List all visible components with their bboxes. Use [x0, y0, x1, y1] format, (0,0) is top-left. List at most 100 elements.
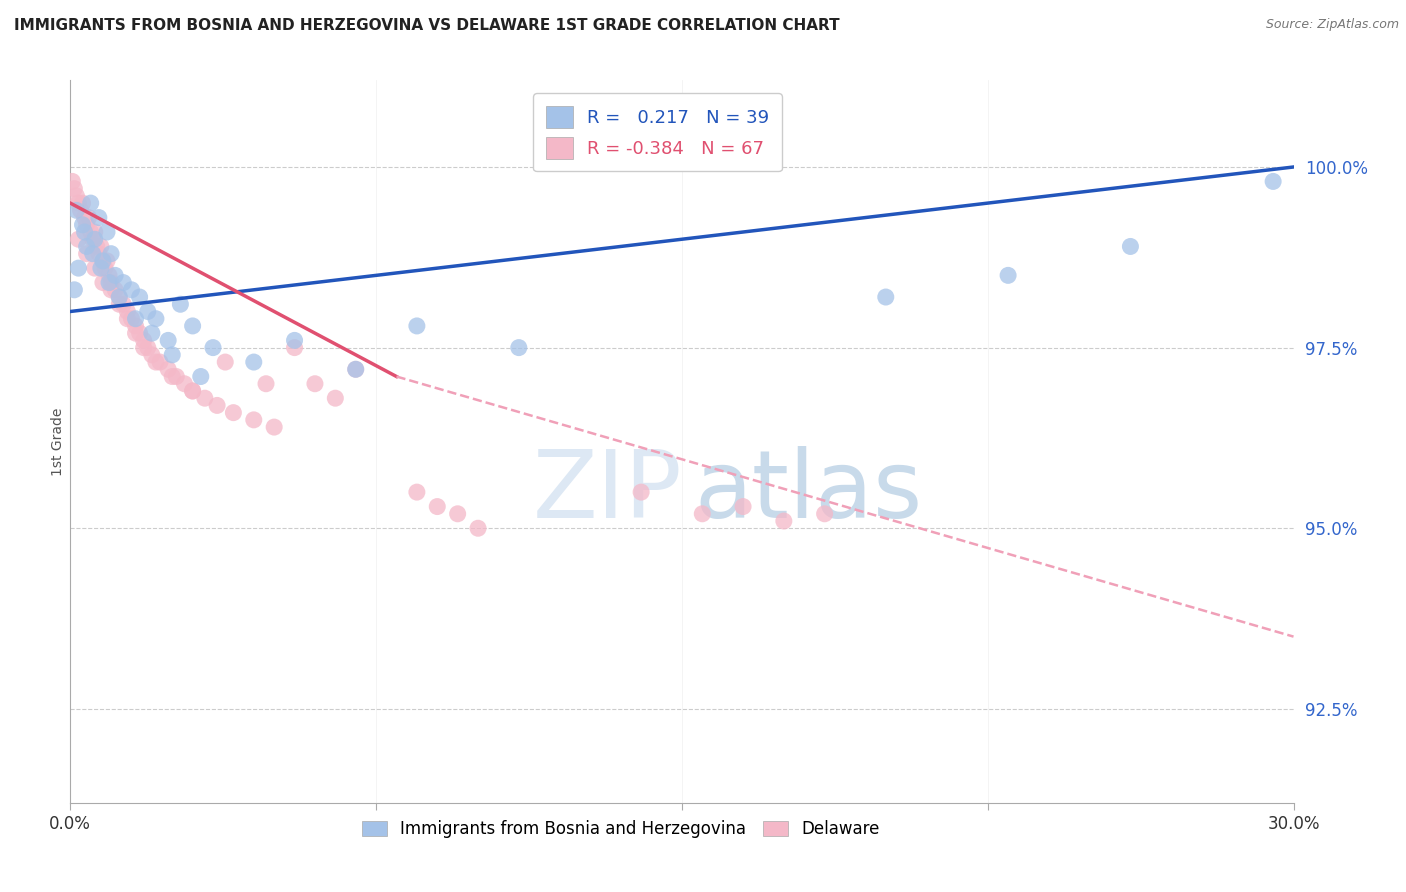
- Point: [447, 507, 470, 521]
- Point: [76, 246, 98, 260]
- Point: [91, 254, 114, 268]
- Point: [254, 376, 277, 391]
- Point: [104, 283, 127, 297]
- Point: [108, 297, 131, 311]
- Point: [467, 521, 489, 535]
- Point: [83, 232, 105, 246]
- Point: [1263, 174, 1285, 188]
- Point: [91, 254, 114, 268]
- Point: [96, 225, 118, 239]
- Text: atlas: atlas: [695, 446, 922, 538]
- Point: [243, 355, 266, 369]
- Point: [132, 334, 155, 348]
- Point: [87, 246, 110, 260]
- Point: [104, 268, 127, 283]
- Point: [73, 211, 96, 225]
- Point: [773, 514, 796, 528]
- Point: [141, 326, 163, 341]
- Point: [406, 485, 429, 500]
- Point: [162, 369, 183, 384]
- Point: [73, 225, 96, 239]
- Point: [121, 283, 143, 297]
- Point: [157, 362, 180, 376]
- Point: [136, 341, 159, 355]
- Point: [128, 326, 150, 341]
- Point: [83, 225, 105, 239]
- Point: [169, 297, 191, 311]
- Point: [1119, 239, 1142, 253]
- Point: [344, 362, 367, 376]
- Point: [406, 318, 429, 333]
- Point: [96, 254, 118, 268]
- Point: [190, 369, 212, 384]
- Point: [124, 311, 146, 326]
- Point: [112, 297, 135, 311]
- Point: [323, 391, 347, 405]
- Point: [100, 276, 122, 290]
- Point: [86, 239, 108, 253]
- Point: [813, 507, 835, 521]
- Y-axis label: 1st Grade: 1st Grade: [51, 408, 65, 475]
- Point: [205, 399, 228, 413]
- Point: [112, 276, 135, 290]
- Text: ZIP: ZIP: [533, 446, 682, 538]
- Point: [63, 182, 86, 196]
- Point: [304, 376, 326, 391]
- Point: [63, 283, 86, 297]
- Point: [344, 362, 367, 376]
- Point: [162, 348, 183, 362]
- Point: [90, 261, 112, 276]
- Point: [173, 376, 195, 391]
- Point: [875, 290, 897, 304]
- Point: [145, 311, 167, 326]
- Point: [98, 276, 121, 290]
- Point: [82, 246, 104, 260]
- Point: [87, 211, 110, 225]
- Point: [82, 232, 104, 246]
- Point: [214, 355, 236, 369]
- Point: [108, 290, 131, 304]
- Point: [79, 225, 103, 239]
- Point: [60, 174, 83, 188]
- Point: [72, 196, 94, 211]
- Point: [181, 318, 204, 333]
- Point: [243, 413, 266, 427]
- Point: [508, 341, 530, 355]
- Point: [426, 500, 449, 514]
- Point: [100, 283, 122, 297]
- Point: [194, 391, 217, 405]
- Point: [165, 369, 187, 384]
- Point: [731, 500, 754, 514]
- Point: [69, 203, 91, 218]
- Point: [692, 507, 714, 521]
- Point: [76, 239, 98, 253]
- Point: [284, 341, 307, 355]
- Point: [67, 261, 90, 276]
- Text: IMMIGRANTS FROM BOSNIA AND HERZEGOVINA VS DELAWARE 1ST GRADE CORRELATION CHART: IMMIGRANTS FROM BOSNIA AND HERZEGOVINA V…: [14, 18, 839, 33]
- Point: [67, 232, 90, 246]
- Point: [284, 334, 307, 348]
- Point: [124, 318, 146, 333]
- Point: [128, 290, 150, 304]
- Point: [149, 355, 172, 369]
- Point: [121, 311, 143, 326]
- Point: [65, 189, 87, 203]
- Point: [222, 406, 245, 420]
- Point: [181, 384, 204, 398]
- Point: [94, 261, 117, 276]
- Point: [117, 311, 139, 326]
- Point: [157, 334, 180, 348]
- Point: [77, 211, 100, 225]
- Point: [141, 348, 163, 362]
- Point: [124, 326, 146, 341]
- Point: [117, 304, 139, 318]
- Point: [108, 290, 131, 304]
- Text: Source: ZipAtlas.com: Source: ZipAtlas.com: [1265, 18, 1399, 31]
- Point: [79, 196, 103, 211]
- Point: [91, 276, 114, 290]
- Point: [997, 268, 1019, 283]
- Point: [132, 341, 155, 355]
- Legend: Immigrants from Bosnia and Herzegovina, Delaware: Immigrants from Bosnia and Herzegovina, …: [356, 814, 886, 845]
- Point: [136, 304, 159, 318]
- Point: [98, 268, 121, 283]
